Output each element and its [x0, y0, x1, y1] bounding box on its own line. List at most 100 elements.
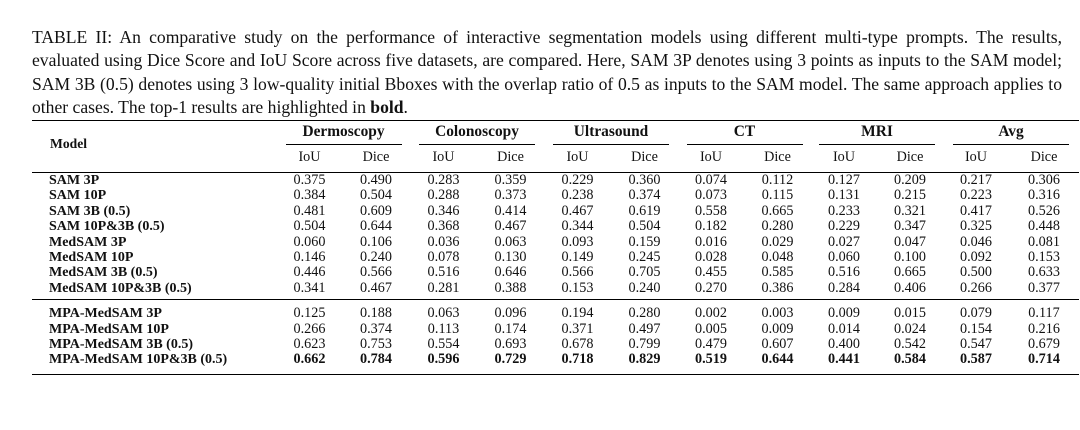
table-footer — [32, 368, 1079, 375]
score-cell: 0.347 — [894, 218, 926, 235]
table-row: MedSAM 3P 0.060 0.106 0.036 0.063 0.093 0.159 0… — [32, 233, 1079, 250]
score-cell: 0.079 — [960, 305, 992, 322]
score-cell: 0.516 — [427, 264, 460, 281]
score-cell: 0.046 — [960, 233, 992, 250]
score-cell: 0.406 — [894, 279, 926, 296]
score-cell: 0.504 — [293, 218, 326, 235]
table-row: SAM 3B (0.5) 0.481 0.609 0.346 0.414 0.467 0.6… — [32, 202, 1079, 219]
score-cell: 0.216 — [1028, 320, 1060, 337]
score-cell: 0.003 — [761, 305, 794, 322]
section-divider — [32, 296, 1079, 306]
results-table: Model Dermoscopy Colonoscopy Ultrasound … — [32, 120, 1079, 375]
score-cell: 0.585 — [761, 264, 794, 281]
score-cell: 0.481 — [293, 202, 326, 219]
score-cell: 0.209 — [894, 172, 926, 188]
table-row: SAM 10P&3B (0.5) 0.504 0.644 0.368 0.467 0.34… — [32, 218, 1079, 235]
score-cell: 0.359 — [494, 172, 527, 188]
score-cell: 0.113 — [427, 320, 460, 337]
table-row: MedSAM 10P&3B (0.5) 0.341 0.467 0.281 0.388 0… — [32, 279, 1079, 296]
table-row: MPA-MedSAM 3B (0.5) 0.623 0.753 0.554 0.693 0… — [32, 336, 1079, 353]
score-cell: 0.607 — [761, 336, 794, 353]
score-cell: 0.467 — [494, 218, 527, 235]
score-cell: 0.646 — [494, 264, 527, 281]
score-cell: 0.063 — [494, 233, 527, 250]
score-cell: 0.417 — [960, 202, 992, 219]
score-cell: 0.414 — [494, 202, 527, 219]
score-cell: 0.346 — [427, 202, 460, 219]
metric-header-iou: IoU — [832, 148, 856, 165]
group-header-colonoscopy: Colonoscopy — [410, 120, 544, 147]
header-rule — [32, 167, 1079, 173]
score-cell: 0.015 — [894, 305, 926, 322]
score-cell: 0.078 — [427, 249, 460, 266]
score-cell: 0.360 — [628, 172, 661, 188]
score-cell: 0.047 — [894, 233, 926, 250]
table-row: MedSAM 10P 0.146 0.240 0.078 0.130 0.149 0.245… — [32, 249, 1079, 266]
metric-header-dice: Dice — [764, 148, 791, 165]
score-cell: 0.029 — [761, 233, 794, 250]
score-cell: 0.609 — [360, 202, 392, 219]
score-cell: 0.153 — [1028, 249, 1060, 266]
score-cell: 0.100 — [894, 249, 926, 266]
score-cell: 0.125 — [293, 305, 326, 322]
score-cell: 0.679 — [1028, 336, 1060, 353]
score-cell: 0.479 — [695, 336, 727, 353]
score-cell: 0.316 — [1028, 187, 1060, 204]
score-cell: 0.497 — [628, 320, 661, 337]
score-cell: 0.554 — [427, 336, 460, 353]
score-cell: 0.280 — [628, 305, 661, 322]
score-cell: 0.374 — [628, 187, 661, 204]
score-cell: 0.467 — [561, 202, 594, 219]
score-cell: 0.280 — [761, 218, 794, 235]
model-name-cell: SAM 10P&3B (0.5) — [49, 219, 165, 235]
score-cell: 0.106 — [360, 233, 392, 250]
metric-header-iou: IoU — [432, 148, 455, 165]
score-cell: 0.240 — [360, 249, 392, 266]
table-row: MedSAM 3B (0.5) 0.446 0.566 0.516 0.646 0.566… — [32, 264, 1079, 281]
score-cell: 0.455 — [695, 264, 727, 281]
score-cell: 0.753 — [360, 336, 392, 353]
table-row: MPA-MedSAM 10P&3B (0.5) 0.662 0.784 0.596 0.… — [32, 351, 1079, 368]
score-cell: 0.665 — [894, 264, 926, 281]
score-cell: 0.374 — [360, 320, 392, 337]
caption-end: . — [403, 97, 408, 118]
score-cell: 0.233 — [828, 202, 860, 219]
score-cell: 0.623 — [293, 336, 326, 353]
score-cell: 0.146 — [293, 249, 326, 266]
score-cell: 0.829 — [628, 351, 661, 368]
caption-text: TABLE II: An comparative study on the pe… — [32, 26, 1062, 118]
score-cell: 0.388 — [494, 279, 527, 296]
score-cell: 0.048 — [761, 249, 794, 266]
score-cell: 0.002 — [695, 305, 727, 322]
score-cell: 0.270 — [695, 279, 727, 296]
score-cell: 0.266 — [960, 279, 992, 296]
score-cell: 0.283 — [427, 172, 460, 188]
score-cell: 0.009 — [828, 305, 860, 322]
score-cell: 0.584 — [894, 351, 926, 368]
score-cell: 0.519 — [695, 351, 727, 368]
metric-header-dice: Dice — [631, 148, 658, 165]
score-cell: 0.718 — [561, 351, 594, 368]
score-cell: 0.131 — [828, 187, 860, 204]
score-cell: 0.159 — [628, 233, 661, 250]
score-cell: 0.014 — [828, 320, 860, 337]
metric-header-iou: IoU — [298, 148, 321, 165]
score-cell: 0.240 — [628, 279, 661, 296]
model-name-cell: MPA-MedSAM 3B (0.5) — [49, 337, 193, 353]
score-cell: 0.063 — [427, 305, 460, 322]
score-cell: 0.073 — [695, 187, 727, 204]
score-cell: 0.115 — [761, 187, 794, 204]
score-cell: 0.644 — [360, 218, 392, 235]
score-cell: 0.009 — [761, 320, 794, 337]
metric-header-dice: Dice — [497, 148, 524, 165]
metric-header-dice: Dice — [362, 148, 390, 165]
score-cell: 0.112 — [761, 172, 794, 188]
score-cell: 0.149 — [561, 249, 594, 266]
baseline-models-section: SAM 3P 0.375 0.490 0.283 0.359 0.229 0.360 0.07… — [32, 172, 1079, 297]
score-cell: 0.194 — [561, 305, 594, 322]
score-cell: 0.321 — [894, 202, 926, 219]
score-cell: 0.566 — [561, 264, 594, 281]
score-cell: 0.153 — [561, 279, 594, 296]
metric-header-dice: Dice — [1030, 148, 1058, 165]
model-name-cell: MPA-MedSAM 3P — [49, 306, 162, 322]
